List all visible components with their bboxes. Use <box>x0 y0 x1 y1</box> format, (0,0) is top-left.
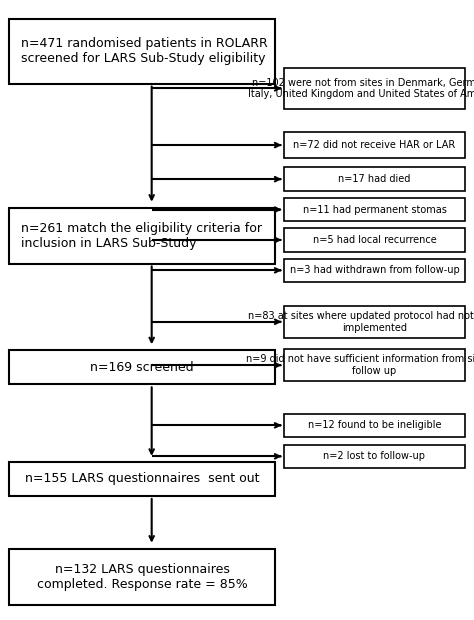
FancyBboxPatch shape <box>284 68 465 108</box>
Text: n=5 had local recurrence: n=5 had local recurrence <box>312 235 437 245</box>
FancyBboxPatch shape <box>284 167 465 191</box>
Text: n=169 screened: n=169 screened <box>91 361 194 374</box>
Text: n=2 lost to follow-up: n=2 lost to follow-up <box>323 451 426 461</box>
FancyBboxPatch shape <box>284 259 465 282</box>
Text: n=132 LARS questionnaires
completed. Response rate = 85%: n=132 LARS questionnaires completed. Res… <box>37 562 247 591</box>
FancyBboxPatch shape <box>284 349 465 381</box>
FancyBboxPatch shape <box>9 549 275 604</box>
Text: n=471 randomised patients in ROLARR
screened for LARS Sub-Study eligibility: n=471 randomised patients in ROLARR scre… <box>21 37 268 65</box>
FancyBboxPatch shape <box>9 462 275 496</box>
Text: n=12 found to be ineligible: n=12 found to be ineligible <box>308 420 441 430</box>
FancyBboxPatch shape <box>284 306 465 338</box>
Text: n=83 at sites where updated protocol had not been
implemented: n=83 at sites where updated protocol had… <box>248 311 474 332</box>
Text: n=155 LARS questionnaires  sent out: n=155 LARS questionnaires sent out <box>25 472 259 485</box>
FancyBboxPatch shape <box>284 414 465 437</box>
Text: n=102 were not from sites in Denmark, Germany,
Italy, United Kingdom and United : n=102 were not from sites in Denmark, Ge… <box>248 78 474 99</box>
FancyBboxPatch shape <box>284 445 465 468</box>
FancyBboxPatch shape <box>9 208 275 264</box>
FancyBboxPatch shape <box>284 132 465 158</box>
Text: n=72 did not receive HAR or LAR: n=72 did not receive HAR or LAR <box>293 140 456 150</box>
FancyBboxPatch shape <box>9 350 275 384</box>
Text: n=9 did not have sufficient information from sites to
follow up: n=9 did not have sufficient information … <box>246 355 474 376</box>
FancyBboxPatch shape <box>284 198 465 221</box>
Text: n=3 had withdrawn from follow-up: n=3 had withdrawn from follow-up <box>290 265 459 275</box>
FancyBboxPatch shape <box>284 228 465 252</box>
FancyBboxPatch shape <box>9 19 275 84</box>
Text: n=261 match the eligibility criteria for
inclusion in LARS Sub-Study: n=261 match the eligibility criteria for… <box>21 221 262 250</box>
Text: n=11 had permanent stomas: n=11 had permanent stomas <box>302 205 447 215</box>
Text: n=17 had died: n=17 had died <box>338 174 410 184</box>
